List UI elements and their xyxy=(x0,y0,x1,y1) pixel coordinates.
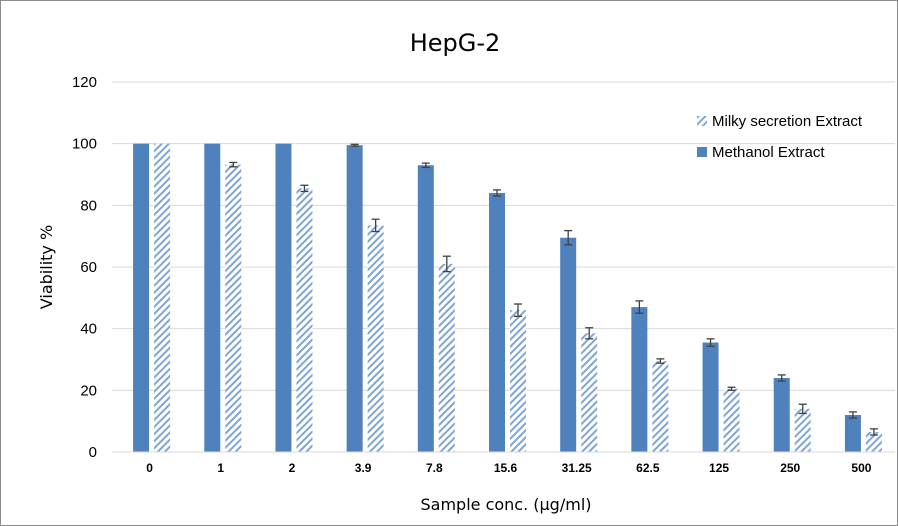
legend-label: Methanol Extract xyxy=(712,144,825,161)
x-axis-label: Sample conc. (µg/ml) xyxy=(420,495,591,514)
bar-methanol xyxy=(631,307,648,452)
bar-methanol xyxy=(560,237,577,452)
gridlines xyxy=(112,81,895,391)
bar-milky xyxy=(794,408,811,452)
y-tick-label: 0 xyxy=(89,444,97,461)
bar-methanol xyxy=(773,378,790,452)
y-tick-label: 20 xyxy=(80,382,97,399)
bar-milky xyxy=(438,263,455,452)
bar-milky xyxy=(225,164,242,452)
chart-title: HepG-2 xyxy=(410,29,501,57)
y-tick-label: 40 xyxy=(80,321,97,338)
bar-methanol xyxy=(133,143,150,452)
bar-milky xyxy=(154,143,171,452)
x-tick-label: 0 xyxy=(146,461,153,475)
legend: Milky secretion Extract Methanol Extract xyxy=(697,113,863,161)
legend-label: Milky secretion Extract xyxy=(712,113,863,130)
x-tick-label: 3.9 xyxy=(355,461,372,475)
bar-methanol xyxy=(489,193,505,452)
x-tick-label: 250 xyxy=(780,461,800,475)
x-tick-label: 1 xyxy=(217,461,224,475)
bar-milky xyxy=(581,333,598,452)
x-tick-label: 31.25 xyxy=(562,461,592,475)
bar-milky xyxy=(510,310,526,452)
bars xyxy=(133,143,882,453)
x-tick-label: 2 xyxy=(289,461,296,475)
y-tick-label: 80 xyxy=(80,197,97,214)
bar-milky xyxy=(296,188,313,452)
x-tick-label: 500 xyxy=(851,461,871,475)
bar-methanol xyxy=(844,415,861,452)
y-tick-label: 60 xyxy=(80,259,97,276)
bar-milky xyxy=(723,388,740,452)
x-tick-label: 15.6 xyxy=(494,461,518,475)
y-tick-label: 100 xyxy=(72,136,97,153)
bar-milky xyxy=(367,225,384,452)
bar-methanol xyxy=(275,143,292,452)
bar-methanol xyxy=(702,342,719,452)
error-bars xyxy=(229,143,878,436)
legend-swatch xyxy=(697,147,707,157)
x-tick-label: 125 xyxy=(709,461,729,475)
y-axis-label: Viability % xyxy=(37,225,56,309)
bar-methanol xyxy=(204,143,221,452)
x-tick-label: 62.5 xyxy=(636,461,660,475)
bar-methanol xyxy=(346,145,363,453)
bar-milky xyxy=(652,361,669,452)
bar-milky xyxy=(865,431,882,452)
x-tick-label: 7.8 xyxy=(426,461,443,475)
y-tick-label: 120 xyxy=(72,74,97,91)
y-axis-ticks: 0 20 40 60 80 100 120 xyxy=(72,74,97,461)
legend-swatch xyxy=(697,116,707,126)
x-axis-ticks: 0 1 2 3.9 7.8 15.6 31.25 62.5 125 250 500 xyxy=(146,461,871,475)
bar-methanol xyxy=(417,165,434,452)
